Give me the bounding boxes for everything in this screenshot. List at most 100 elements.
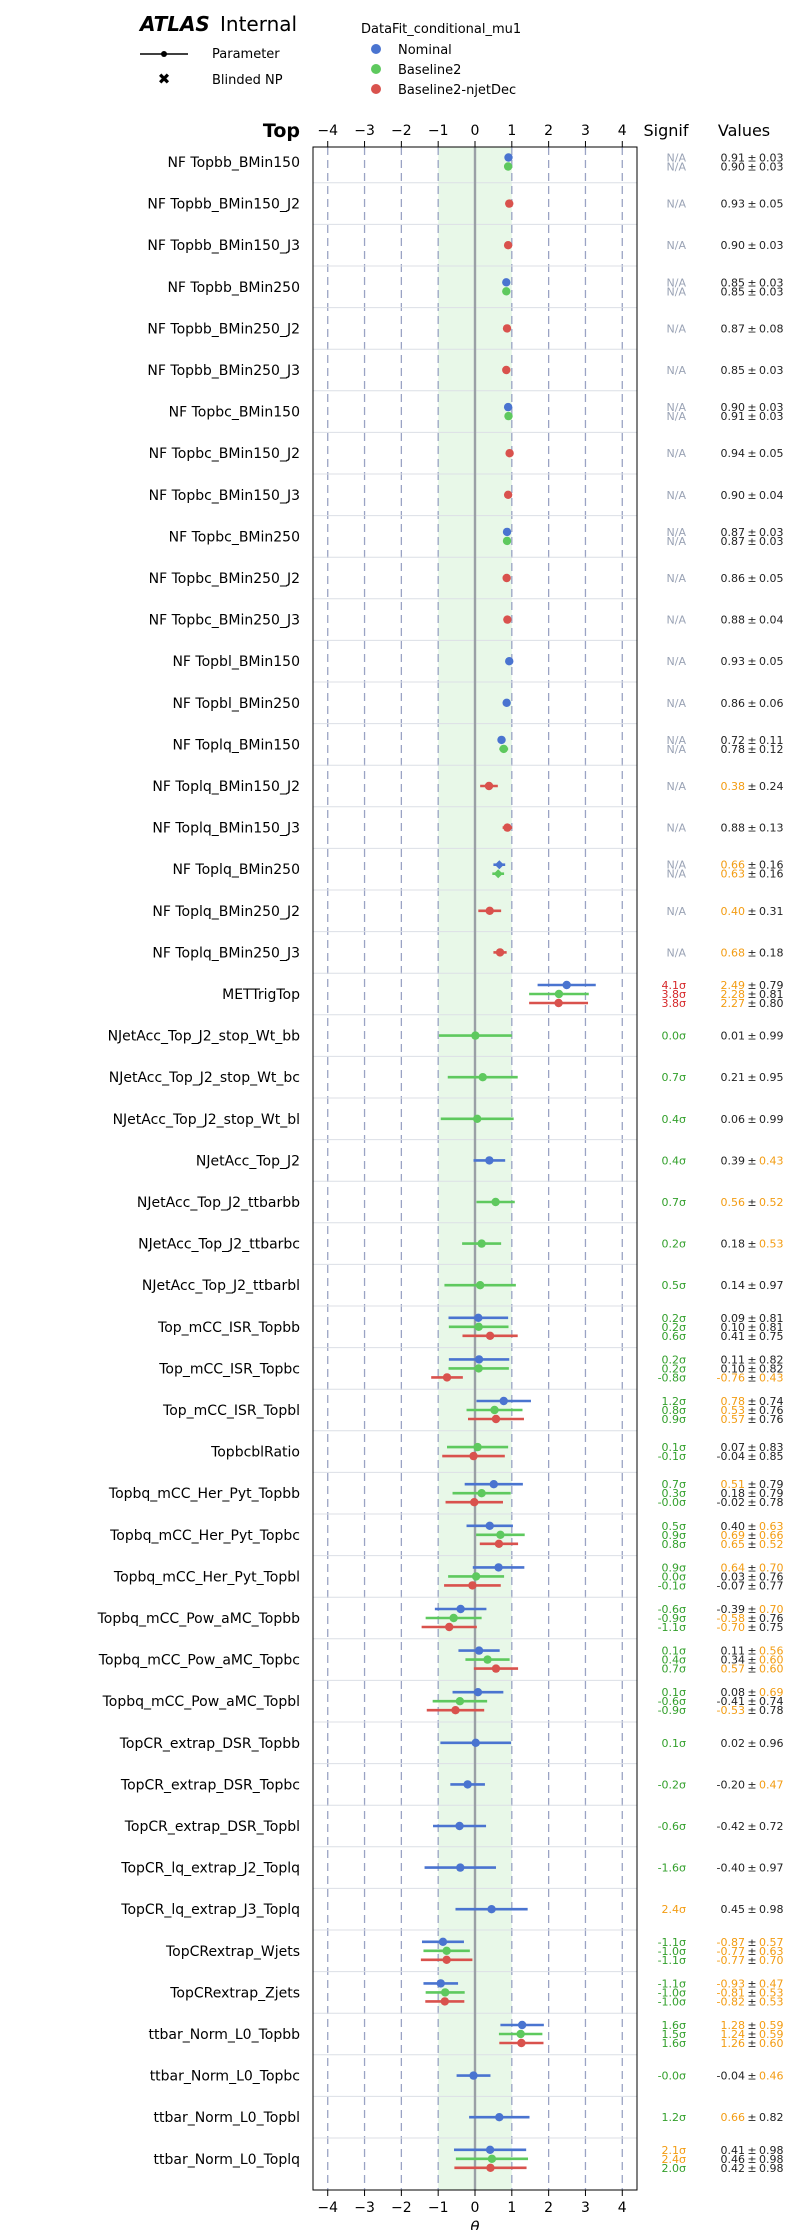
error-value-text: 0.76 [759, 1404, 784, 1417]
central-value-text: 0.66 [721, 859, 746, 872]
np-row-8: NF Topbc_BMin150_J3 N/A 0.90 ±0.04 [149, 488, 784, 504]
error-value-text: 0.66 [759, 1529, 784, 1542]
signif-value: -0.0σ [658, 1496, 686, 1509]
signif-value: 1.5σ [662, 2028, 686, 2041]
signif-value: 0.2σ [662, 1321, 686, 1334]
central-value-marker [442, 1955, 451, 1965]
error-value-text: 0.47 [759, 1778, 784, 1791]
plus-minus-glyph: ± [747, 1404, 756, 1417]
np-entry-baseline2: N/A 0.90 ±0.03 [503, 161, 784, 174]
np-label: Topbq_mCC_Her_Pyt_Topbl [113, 1569, 300, 1585]
np-label: NJetAcc_Top_J2_stop_Wt_bl [113, 1112, 300, 1128]
np-entry-baseline2-njetdec: 0.7σ 0.57 ±0.60 [473, 1663, 784, 1676]
central-value-text: 1.26 [721, 2037, 746, 2050]
plus-minus-glyph: ± [747, 997, 756, 1010]
x-tick-label-bottom-4: 0 [471, 2200, 480, 2216]
error-value-text: 0.81 [759, 1321, 784, 1334]
series-legend-label-2: Baseline2-njetDec [398, 83, 516, 98]
central-value-text: 0.91 [721, 152, 746, 165]
np-label: NF Topbb_BMin250_J2 [147, 321, 300, 337]
central-value-text: -0.02 [717, 1496, 745, 1509]
np-row-14: NF Toplq_BMin150 N/A 0.72 ±0.11 N/A 0.78 ±0.12 [172, 734, 783, 756]
central-value-text: 0.45 [721, 1903, 746, 1916]
error-value-text: 0.79 [759, 979, 784, 992]
error-value-text: 0.60 [759, 2037, 784, 2050]
np-row-24: NJetAcc_Top_J2 0.4σ 0.39 ±0.43 [196, 1153, 784, 1169]
error-value-text: 0.53 [759, 1995, 784, 2008]
np-row-39: TopCR_extrap_DSR_Topbc -0.2σ -0.20 ±0.47 [120, 1777, 784, 1793]
plus-minus-glyph: ± [747, 1030, 756, 1043]
plus-minus-glyph: ± [747, 489, 756, 502]
central-value-text: 0.14 [721, 1279, 746, 1292]
signif-value: 2.0σ [662, 2162, 686, 2175]
np-entry-baseline2: N/A 0.91 ±0.03 [504, 410, 784, 423]
signif-value: 0.7σ [662, 1663, 686, 1676]
series-legend-label-0: Nominal [398, 43, 452, 58]
signif-value: -1.0σ [658, 1945, 686, 1958]
central-value-marker [503, 615, 512, 624]
signif-value: -1.6σ [658, 1862, 686, 1875]
np-row-35: Topbq_mCC_Pow_aMC_Topbb-0.6σ -0.39 ±0.70-0… [97, 1603, 784, 1634]
plus-minus-glyph: ± [747, 1353, 756, 1366]
np-entry-baseline2-njetdec: N/A 0.88 ±0.04 [503, 614, 784, 627]
np-entry-baseline2: 0.1σ 0.07 ±0.83 [447, 1441, 784, 1454]
error-value-text: 0.72 [759, 1820, 784, 1833]
error-value-text: 0.03 [759, 285, 784, 298]
error-value-text: 0.70 [759, 1954, 784, 1967]
np-row-43: TopCRextrap_Wjets -1.1σ -0.87 ±0.57 -1.0σ -0.… [165, 1936, 784, 1967]
blinded-marker [493, 869, 503, 879]
signif-value: N/A [667, 364, 687, 377]
central-value-text: 0.87 [721, 526, 746, 539]
error-value-text: 0.13 [759, 822, 784, 835]
signif-value: -0.6σ [658, 1820, 686, 1833]
np-row-6: NF Topbc_BMin150 N/A 0.90 ±0.03 N/A 0.91 ±0.03 [169, 401, 784, 423]
central-value-marker [455, 1697, 465, 1706]
error-value-text: 0.43 [759, 1154, 784, 1167]
signif-value: N/A [667, 780, 687, 793]
plus-minus-glyph: ± [747, 239, 756, 252]
plus-minus-glyph: ± [747, 905, 756, 918]
central-value-marker [497, 735, 506, 745]
np-row-21: NJetAcc_Top_J2_stop_Wt_bb 0.0σ 0.01 ±0.99 [108, 1029, 784, 1045]
np-label: TopCR_lq_extrap_J3_Toplq [120, 1902, 300, 1918]
atlas-status: Internal [220, 12, 297, 36]
np-row-18: NF Toplq_BMin250_J2 N/A 0.40 ±0.31 [152, 904, 783, 920]
central-value-text: 1.24 [721, 2028, 746, 2041]
np-entry-nominal: N/A 0.93 ±0.05 [505, 655, 784, 668]
np-label: Topbq_mCC_Pow_aMC_Topbb [97, 1611, 300, 1627]
signif-value: -0.1σ [658, 1579, 686, 1592]
central-value-text: 0.57 [721, 1663, 746, 1676]
np-label: Topbq_mCC_Her_Pyt_Topbb [108, 1486, 300, 1502]
central-value-text: 0.78 [721, 1395, 746, 1408]
error-value-text: 0.52 [759, 1538, 784, 1551]
central-value-text: -0.58 [717, 1612, 745, 1625]
signif-value: -1.1σ [658, 1621, 686, 1634]
np-label: NF Topbb_BMin250 [167, 280, 300, 296]
plus-minus-glyph: ± [747, 1603, 756, 1616]
np-entry-baseline2: 0.2σ 0.10 ±0.82 [448, 1362, 784, 1375]
central-value-marker [491, 1664, 501, 1673]
central-value-marker [504, 153, 513, 162]
np-entry-baseline2: 0.2σ 0.10 ±0.81 [448, 1321, 784, 1334]
error-value-text: 0.77 [759, 1579, 784, 1592]
np-entry-baseline2: 0.8σ 0.53 ±0.76 [466, 1404, 784, 1417]
central-value-marker [485, 1156, 494, 1165]
plus-minus-glyph: ± [747, 868, 756, 881]
error-value-text: 0.16 [759, 859, 784, 872]
signif-value: N/A [667, 526, 687, 539]
np-entry-nominal: N/A 0.91 ±0.03 [504, 152, 784, 165]
plus-minus-glyph: ± [747, 276, 756, 289]
central-value-text: 0.02 [721, 1737, 746, 1750]
np-entry-nominal: -0.0σ -0.04 ±0.46 [456, 2070, 784, 2083]
np-entry-baseline2-njetdec: N/A 0.87 ±0.08 [502, 322, 784, 335]
central-value-marker [474, 1646, 484, 1655]
central-value-text: 0.42 [721, 2162, 746, 2175]
central-value-text: 0.11 [721, 1353, 746, 1366]
np-label: TopCRextrap_Wjets [165, 1944, 300, 1960]
plus-minus-glyph: ± [747, 1645, 756, 1658]
error-value-text: 0.11 [759, 734, 784, 747]
plus-minus-glyph: ± [747, 697, 756, 710]
plus-minus-glyph: ± [747, 2153, 756, 2166]
signif-value: 0.8σ [662, 1538, 686, 1551]
